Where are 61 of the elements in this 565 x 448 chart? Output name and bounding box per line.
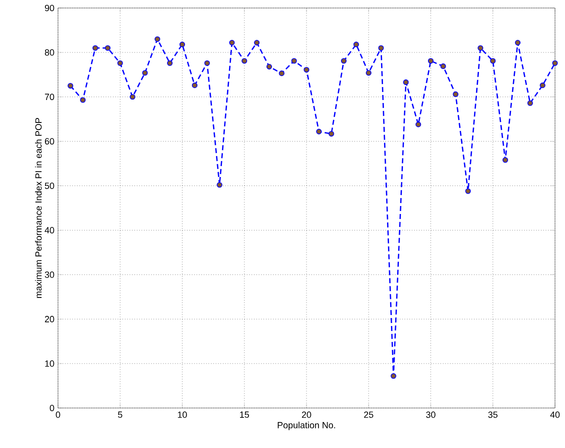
point xyxy=(328,130,334,137)
point xyxy=(142,70,148,76)
x-tick-label: 25 xyxy=(364,412,374,418)
x-tick-label: 30 xyxy=(426,412,436,418)
y-tick-label: 50 xyxy=(44,182,54,189)
y-tick-label: 70 xyxy=(44,94,54,100)
point xyxy=(452,91,458,98)
point xyxy=(278,70,284,76)
point xyxy=(490,58,496,64)
y-tick-label: 60 xyxy=(44,138,54,145)
point xyxy=(340,58,347,64)
point xyxy=(192,82,198,88)
point xyxy=(80,97,86,103)
point xyxy=(304,66,310,73)
point xyxy=(366,70,372,76)
x-tick-label: 40 xyxy=(550,412,560,418)
y-axis-title: maximum Performance Index PI in each POP xyxy=(35,118,42,298)
x-tick-label: 20 xyxy=(302,412,312,418)
point xyxy=(117,60,123,66)
point xyxy=(465,188,471,194)
y-tick-label: 90 xyxy=(44,4,54,12)
y-tick-label: 30 xyxy=(44,271,54,278)
point xyxy=(216,182,222,188)
point xyxy=(540,82,546,88)
point xyxy=(179,42,186,48)
x-axis-title: Population No. xyxy=(278,422,336,430)
point xyxy=(68,82,74,89)
point xyxy=(428,58,434,64)
point xyxy=(154,36,160,42)
point xyxy=(378,45,384,51)
point xyxy=(390,373,396,379)
point xyxy=(204,60,210,66)
point xyxy=(440,63,446,70)
point xyxy=(266,64,272,70)
y-tick-label: 0 xyxy=(50,404,54,412)
point xyxy=(353,42,359,48)
point xyxy=(291,58,297,64)
x-tick-label: 5 xyxy=(118,412,122,418)
y-tick-label: 10 xyxy=(45,360,54,367)
point xyxy=(242,58,248,64)
x-tick-label: 35 xyxy=(488,412,498,418)
y-tick-label: 80 xyxy=(44,49,54,56)
y-tick-label: 20 xyxy=(44,316,54,322)
point xyxy=(254,40,260,46)
x-tick-label: 15 xyxy=(240,412,249,418)
y-tick-label: 40 xyxy=(44,227,54,234)
x-tick-label: 10 xyxy=(178,412,187,418)
point xyxy=(403,79,409,86)
point xyxy=(316,128,322,134)
point xyxy=(104,45,110,51)
point xyxy=(502,157,508,163)
point xyxy=(514,40,521,46)
point xyxy=(92,45,98,51)
point xyxy=(552,60,558,66)
point xyxy=(416,122,422,128)
point xyxy=(167,60,173,66)
x-tick-label: 0 xyxy=(56,412,60,418)
point xyxy=(478,45,484,51)
point xyxy=(527,100,533,106)
point xyxy=(229,40,235,46)
point xyxy=(130,94,136,100)
